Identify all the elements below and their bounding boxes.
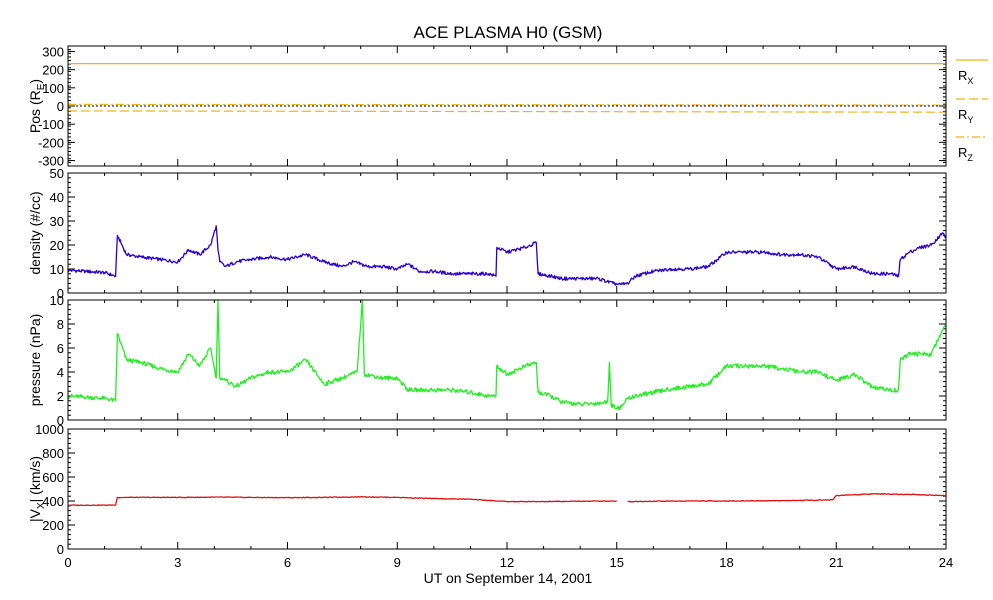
x-tick-label: 15 xyxy=(610,555,624,570)
position-panel: 300 200 100 0 -100 -200 -300 Pos (RE) RX RY RZ xyxy=(27,44,988,169)
series-line-ry xyxy=(67,110,947,113)
x-tick-label: 6 xyxy=(284,555,291,570)
pressure-series-line xyxy=(67,299,947,411)
y-tick-label: 0 xyxy=(57,542,64,557)
density-frame xyxy=(67,172,947,294)
x-tick-label: 12 xyxy=(500,555,514,570)
x-axis-label: UT on September 14, 2001 xyxy=(424,570,593,586)
legend-label-z: RZ xyxy=(958,145,973,163)
y-tick-label: 30 xyxy=(50,214,64,229)
pressure-panel: 10 8 6 4 2 0 pressure (nPa) xyxy=(27,293,947,428)
x-tick-label: 21 xyxy=(829,555,843,570)
y-tick-label: -100 xyxy=(38,117,64,132)
y-tick-label: 0 xyxy=(57,413,64,428)
y-tick-label: 0 xyxy=(57,99,64,114)
pressure-y-axis-label: pressure (nPa) xyxy=(27,314,43,407)
x-tick-label: 9 xyxy=(394,555,401,570)
velocity-series-line xyxy=(67,492,947,507)
y-tick-label: 200 xyxy=(42,518,64,533)
x-tick-label: 18 xyxy=(719,555,733,570)
y-tick-label: -200 xyxy=(38,135,64,150)
x-tick-label: 24 xyxy=(939,555,953,570)
y-tick-label: 800 xyxy=(42,446,64,461)
position-frame xyxy=(67,45,947,167)
y-tick-label: 4 xyxy=(57,365,64,380)
chart-title: ACE PLASMA H0 (GSM) xyxy=(414,23,603,42)
density-y-axis-label: density (#/cc) xyxy=(27,191,43,274)
y-tick-label: 20 xyxy=(50,238,64,253)
y-tick-label: 10 xyxy=(50,262,64,277)
velocity-panel: 1000 800 600 400 200 0 |VX| (km/s) xyxy=(27,422,947,557)
y-tick-label: -300 xyxy=(38,154,64,169)
x-tick-label: 0 xyxy=(64,555,71,570)
y-tick-label: 300 xyxy=(42,44,64,59)
y-tick-label: 200 xyxy=(42,63,64,78)
y-tick-label: 6 xyxy=(57,341,64,356)
y-tick-label: 10 xyxy=(50,293,64,308)
position-y-axis-label: Pos (RE) xyxy=(27,79,47,133)
y-tick-label: 100 xyxy=(42,81,64,96)
y-tick-label: 50 xyxy=(50,166,64,181)
y-tick-label: 8 xyxy=(57,317,64,332)
series-line-rz xyxy=(67,103,947,106)
velocity-y-axis-label: |VX| (km/s) xyxy=(27,456,47,522)
velocity-frame xyxy=(67,428,947,550)
pressure-frame xyxy=(67,299,947,421)
density-panel: 50 40 30 20 10 0 density (#/cc) xyxy=(27,166,947,301)
y-tick-label: 400 xyxy=(42,494,64,509)
y-tick-label: 0 xyxy=(57,286,64,301)
y-tick-label: 1000 xyxy=(35,422,64,437)
legend-label-x: RX xyxy=(958,68,973,86)
legend-label-y: RY xyxy=(958,107,973,125)
x-tick-label: 3 xyxy=(174,555,181,570)
y-tick-label: 2 xyxy=(57,389,64,404)
y-tick-label: 600 xyxy=(42,470,64,485)
density-series-line xyxy=(67,225,947,286)
y-tick-label: 40 xyxy=(50,190,64,205)
